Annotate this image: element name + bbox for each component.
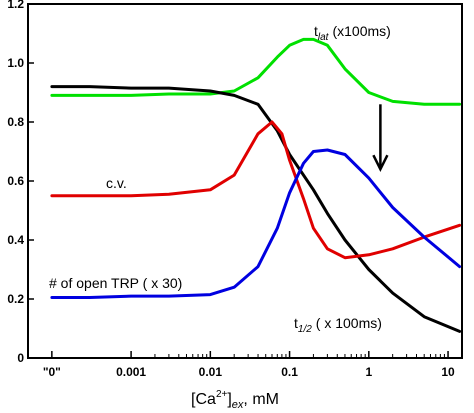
y-tick-label: 0.6: [7, 174, 24, 188]
x-tick-label: 0.1: [281, 365, 298, 379]
x-tick-label: 0.01: [199, 365, 223, 379]
y-axis-ticks: 0 0.2 0.4 0.6 0.8 1.0 1.2: [7, 0, 34, 365]
annotation-t-lat: tlat (x100ms): [314, 23, 391, 43]
x-tick-label: 1: [365, 365, 372, 379]
x-tick-label: 10: [441, 365, 455, 379]
plot-frame: [27, 3, 463, 359]
y-tick-label: 0.4: [7, 233, 24, 247]
series-line-3: [50, 148, 462, 299]
series-line-1: [50, 85, 462, 333]
arrow-down-icon: [372, 104, 389, 172]
annotation-cv: c.v.: [106, 175, 127, 191]
y-tick-label: 0.8: [7, 115, 24, 129]
x-axis-ticks: "0" 0.001 0.01 0.1 1 10: [43, 351, 455, 379]
x-tick-label: 0.001: [116, 365, 146, 379]
axes: [27, 3, 463, 359]
x-tick-label: "0": [43, 365, 61, 379]
y-tick-label: 0: [17, 351, 24, 365]
series-line-2: [50, 120, 462, 260]
arrow-head: [372, 154, 389, 172]
x-axis-label: [Ca2+]ex, mM: [191, 389, 279, 411]
y-tick-label: 1.2: [7, 0, 24, 11]
y-tick-label: 1.0: [7, 56, 24, 70]
annotation-open-trp: # of open TRP ( x 30): [49, 275, 182, 291]
y-tick-label: 0.2: [7, 292, 24, 306]
series-line-0: [50, 37, 462, 106]
annotation-t-half: t1/2( x 100ms): [294, 315, 382, 335]
series-layer: [50, 37, 462, 333]
